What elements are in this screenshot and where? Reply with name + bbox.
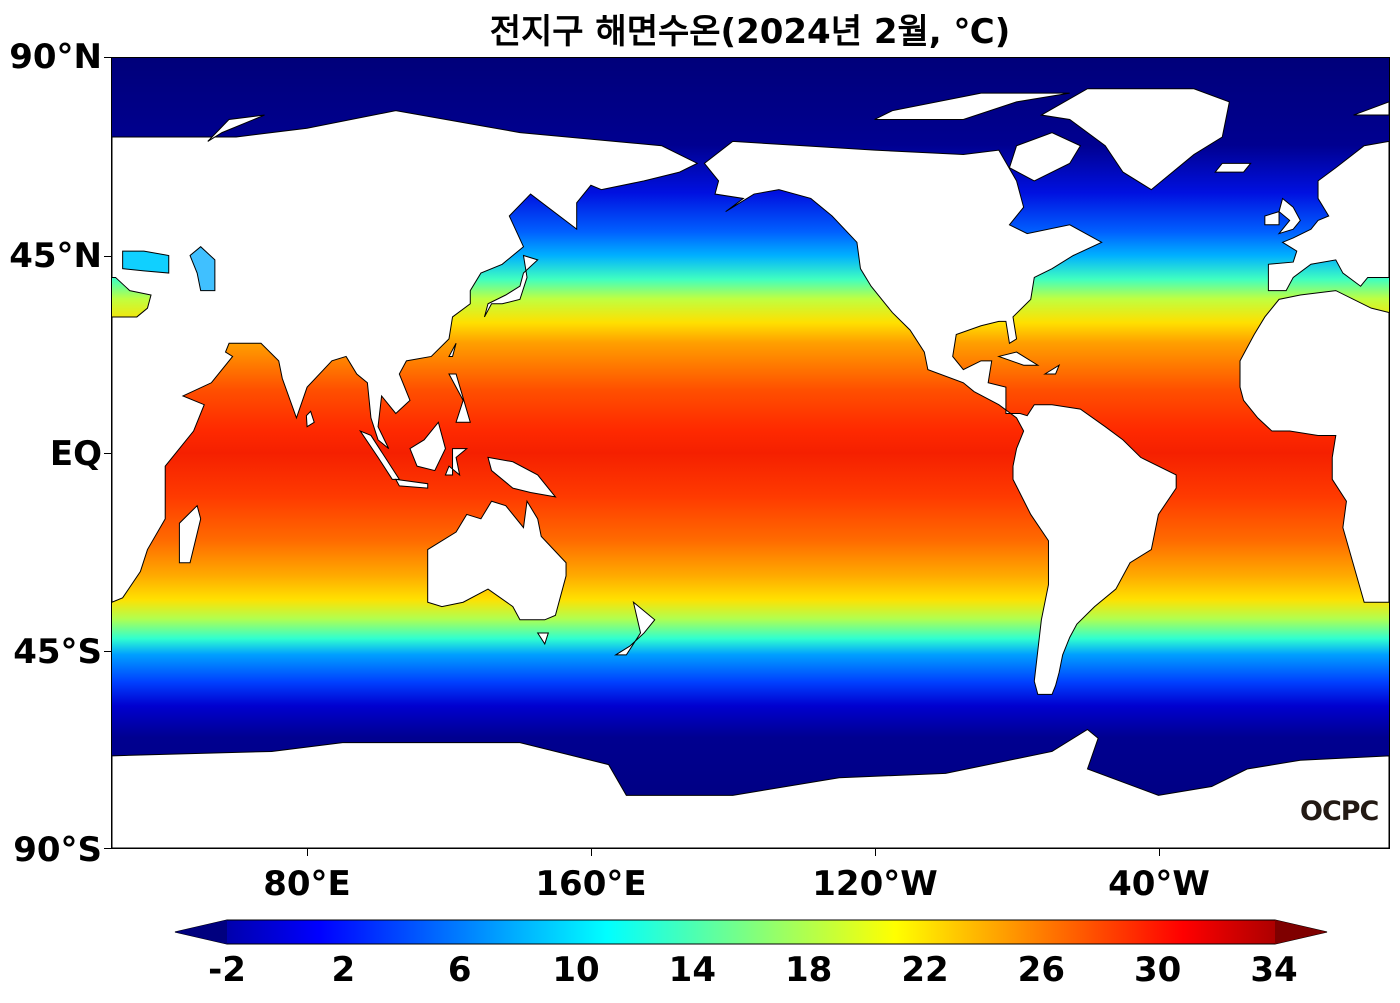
colorbar-tick-label: 6 (447, 950, 472, 990)
land-sri-lanka (306, 411, 314, 426)
sst-map (111, 57, 1390, 849)
colorbar-tick-label: -2 (208, 950, 246, 990)
lon-tick (591, 849, 592, 856)
land-uk (1279, 198, 1300, 233)
lat-tick (104, 651, 111, 652)
land-philippines (449, 374, 470, 422)
land-americas (704, 141, 1176, 694)
land-taiwan (449, 343, 456, 356)
colorbar-min-extension (175, 920, 227, 944)
lon-label-40w: 40°W (1108, 864, 1210, 904)
land-hispaniola (1045, 365, 1059, 374)
land-japan (484, 256, 537, 317)
lat-tick (104, 57, 111, 58)
lon-label-120w: 120°W (812, 864, 938, 904)
ocpc-logo: OCPC (1300, 796, 1379, 827)
lat-label-eq: EQ (49, 434, 102, 474)
land-baffin (1009, 133, 1080, 181)
land-sulawesi (445, 449, 466, 475)
lon-tick (1159, 849, 1160, 856)
land-iceland (1215, 163, 1250, 172)
lat-tick (104, 848, 111, 849)
black-sea (123, 251, 169, 273)
land-antarctica (112, 730, 1389, 848)
colorbar-tick-label: 10 (552, 950, 600, 990)
lat-tick (104, 256, 111, 257)
land-borneo (410, 422, 445, 470)
colorbar-tick-label: 18 (784, 950, 833, 990)
land-novaya-zemlya (208, 115, 265, 141)
map-title: 전지구 해면수온(2024년 2월, ℃) (489, 12, 1011, 52)
colorbar-tick-label: 2 (331, 950, 356, 990)
lon-label-160e: 160°E (535, 864, 647, 904)
land-africa-west (1240, 291, 1389, 603)
colorbar-tick-label: 30 (1133, 950, 1182, 990)
lat-label-45n: 45°N (9, 236, 102, 276)
colorbar-max-extension (1275, 920, 1327, 944)
land-new-guinea (488, 457, 555, 497)
lat-tick (104, 453, 111, 454)
lon-tick (307, 849, 308, 856)
land-eurasia-africa-east (112, 111, 697, 603)
land-madagascar (179, 506, 200, 563)
lon-label-80e: 80°E (263, 864, 351, 904)
lat-label-90n: 90°N (9, 37, 102, 77)
land-australia (428, 501, 566, 620)
map-canvas (112, 58, 1389, 848)
land-greenland (1041, 89, 1229, 190)
land-arctic-islands (875, 93, 1070, 119)
land-europe (1268, 141, 1389, 290)
land-cuba (999, 352, 1038, 365)
land-ireland (1265, 212, 1279, 225)
lat-label-90s: 90°S (13, 830, 102, 870)
lon-tick (875, 849, 876, 856)
land-new-zealand (616, 602, 655, 655)
colorbar-tick-label: 14 (668, 950, 716, 990)
colorbar-tick-label: 22 (901, 950, 949, 990)
colorbar-tick-label: 26 (1017, 950, 1065, 990)
caspian-sea (190, 247, 215, 291)
land-tasmania (538, 633, 549, 644)
colorbar-body (174, 919, 1328, 945)
land-java (396, 479, 428, 488)
colorbar (174, 919, 1328, 945)
lat-label-45s: 45°S (13, 632, 102, 672)
colorbar-tick-label: 34 (1250, 950, 1298, 990)
